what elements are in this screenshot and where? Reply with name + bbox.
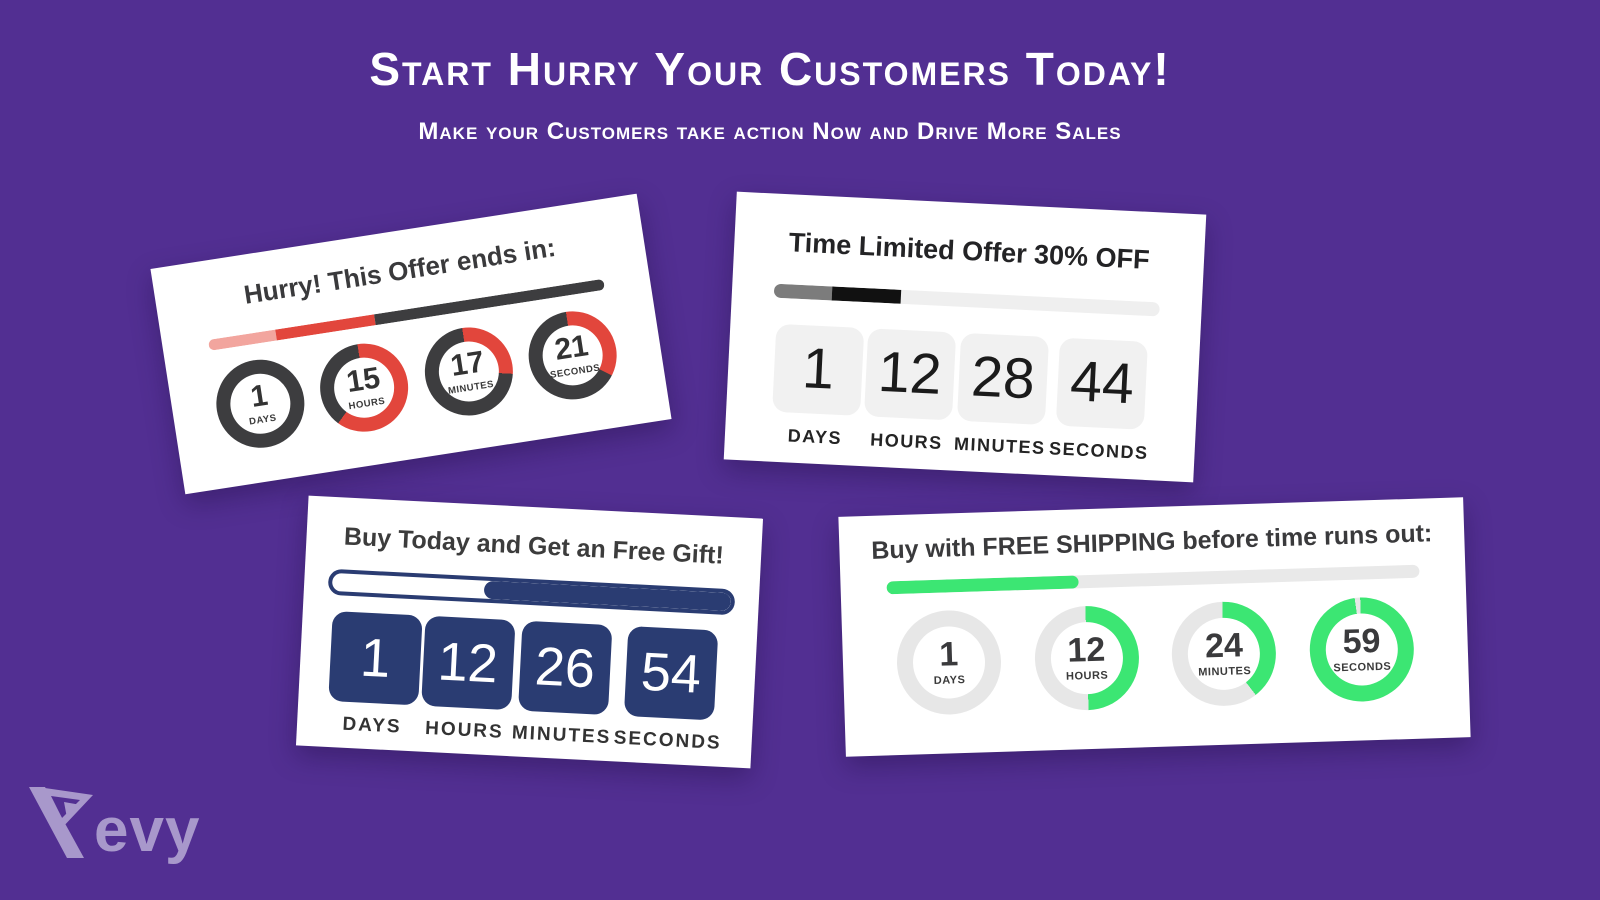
minutes-tile: 28	[956, 332, 1050, 425]
countdown-progress-bar	[886, 564, 1420, 594]
ring-content: 21 SECONDS	[522, 305, 622, 405]
bar-segment-filled	[886, 574, 1079, 594]
days-label: DAYS	[787, 425, 843, 448]
countdown-ring-seconds: 21 SECONDS	[522, 304, 623, 406]
countdown-ring-hours: 15 HOURS	[314, 337, 415, 438]
seconds-label: SECONDS	[1333, 660, 1392, 675]
minutes-label: MINUTES	[1198, 664, 1252, 679]
card-title: Time Limited Offer 30% OFF	[788, 227, 1151, 275]
kevy-logo-text: evy	[94, 796, 201, 865]
card-hurry-offer: Hurry! This Offer ends in: 1 DAYS 15 HOU…	[150, 193, 672, 495]
card-title: Hurry! This Offer ends in:	[241, 231, 558, 310]
card-time-limited-offer: Time Limited Offer 30% OFF 1 DAYS 12 HOU…	[723, 191, 1207, 483]
seconds-label: SECONDS	[1048, 437, 1150, 463]
bar-segment-elapsed	[275, 313, 376, 341]
countdown-ring-minutes: 24 MINUTES	[1170, 599, 1278, 707]
ring-content: 59 SECONDS	[1308, 595, 1415, 702]
countdown-unit-hours: 12 HOURS	[862, 327, 956, 454]
days-value: 1	[248, 378, 270, 414]
days-tile: 1	[772, 323, 865, 416]
countdown-unit-days: 1 DAYS	[327, 610, 423, 739]
ring-content: 1 DAYS	[895, 608, 1002, 715]
minutes-tile: 26	[517, 620, 613, 715]
minutes-value: 28	[969, 344, 1037, 412]
seconds-value: 59	[1342, 621, 1382, 662]
countdown-units-row: 1 DAYS 12 HOURS 24 MINUTES	[841, 594, 1469, 718]
seconds-value: 54	[639, 641, 703, 705]
hours-value: 12	[1066, 630, 1106, 670]
minutes-label: MINUTES	[953, 433, 1046, 458]
hours-label: HOURS	[1065, 669, 1109, 683]
seconds-value: 21	[552, 328, 591, 367]
days-tile: 1	[328, 610, 423, 705]
days-value: 1	[938, 635, 959, 674]
seconds-label: SECONDS	[613, 726, 723, 754]
ring-content: 1 DAYS	[210, 353, 310, 453]
kevy-logo: evy	[26, 784, 200, 862]
ring-content: 17 MINUTES	[418, 321, 518, 421]
days-value: 1	[358, 627, 393, 689]
countdown-unit-days: 1 DAYS	[770, 323, 865, 449]
card-title: Buy with FREE SHIPPING before time runs …	[870, 519, 1433, 565]
days-label: DAYS	[342, 713, 403, 738]
countdown-units-row: 1 DAYS 15 HOURS 17 MINUTES	[167, 298, 667, 460]
countdown-unit-seconds: 44 SECONDS	[1049, 337, 1154, 464]
countdown-ring-minutes: 17 MINUTES	[418, 320, 519, 422]
countdown-ring-seconds: 59 SECONDS	[1308, 595, 1416, 703]
countdown-ring-hours: 12 HOURS	[1032, 604, 1141, 712]
seconds-value: 44	[1068, 349, 1136, 417]
countdown-unit-seconds: 54 SECONDS	[613, 625, 727, 754]
bar-segment-black	[831, 286, 902, 304]
countdown-unit-hours: 12 HOURS	[419, 615, 516, 743]
countdown-unit-minutes: 26 MINUTES	[511, 620, 617, 749]
countdown-ring-days: 1 DAYS	[210, 353, 311, 454]
countdown-progress-bar	[327, 568, 736, 615]
seconds-tile: 54	[623, 625, 719, 720]
bar-segment-faded	[207, 329, 277, 351]
page-title: Start Hurry Your Customers Today!	[369, 43, 1171, 95]
minutes-value: 17	[448, 344, 487, 383]
days-label: DAYS	[248, 412, 278, 428]
hours-tile: 12	[420, 615, 516, 710]
hours-label: HOURS	[869, 429, 944, 453]
hours-value: 12	[876, 340, 944, 408]
countdown-units-row: 1 DAYS 12 HOURS 28 MINUTES 44 SEC	[725, 321, 1200, 466]
days-value: 1	[800, 336, 836, 402]
ring-content: 24 MINUTES	[1171, 600, 1278, 707]
hours-tile: 12	[863, 327, 956, 421]
card-free-gift: Buy Today and Get an Free Gift! 1 DAYS 1…	[295, 495, 764, 769]
minutes-label: MINUTES	[511, 721, 612, 748]
kevy-logo-mark-icon	[29, 787, 93, 858]
countdown-ring-days: 1 DAYS	[895, 608, 1003, 716]
card-title: Buy Today and Get an Free Gift!	[343, 522, 725, 570]
minutes-value: 24	[1204, 626, 1244, 666]
countdown-progress-bar	[773, 283, 1160, 317]
card-free-shipping: Buy with FREE SHIPPING before time runs …	[838, 497, 1471, 757]
hours-value: 15	[344, 360, 383, 399]
bar-segment-filled	[483, 580, 732, 611]
seconds-tile: 44	[1056, 337, 1149, 430]
hours-label: HOURS	[424, 717, 505, 743]
bar-segment-empty	[332, 572, 484, 598]
countdown-unit-minutes: 28 MINUTES	[954, 332, 1051, 458]
countdown-units-row: 1 DAYS 12 HOURS 26 MINUTES 54 SEC	[297, 609, 758, 756]
minutes-value: 26	[533, 635, 597, 699]
bar-segment-gray	[773, 283, 833, 301]
days-label: DAYS	[933, 673, 966, 687]
ring-content: 15 HOURS	[314, 337, 414, 437]
ring-content: 12 HOURS	[1033, 604, 1140, 711]
page-subtitle: Make your Customers take action Now and …	[418, 118, 1122, 145]
hours-value: 12	[436, 630, 500, 694]
